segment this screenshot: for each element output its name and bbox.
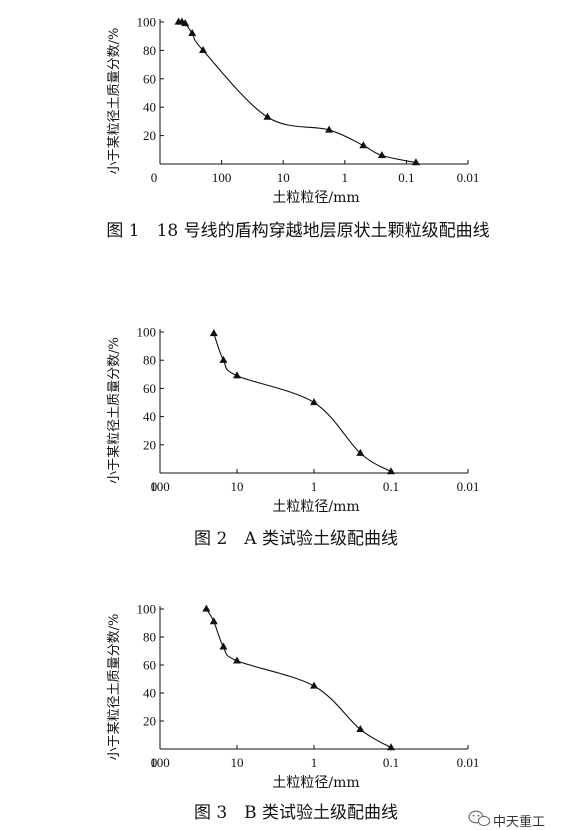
y-tick-label: 60 [143,71,156,86]
watermark-text: 中天重工 [493,814,545,830]
data-point-marker [411,158,420,166]
data-point-marker [356,725,365,733]
y-tick-label: 100 [137,15,157,30]
data-point-marker [209,329,218,337]
watermark: 中天重工 [468,810,545,830]
data-point-marker [377,151,386,159]
data-point-marker [263,112,272,120]
x-axis-label: 土粒粒径/mm [272,190,359,206]
y-axis-label: 小于某粒径土质量分数/% [107,337,122,484]
figure-caption: 图 1 18 号线的盾构穿越地层原状土颗粒级配曲线 [106,221,489,241]
origin-label: 0 [151,170,158,185]
data-point-marker [219,355,228,363]
y-tick-label: 40 [143,686,156,701]
wechat-icon [468,810,491,827]
series-line [178,21,417,164]
data-point-marker [325,125,334,133]
y-tick-label: 20 [143,437,156,452]
data-point-marker [310,681,318,689]
x-tick-label: 0.1 [383,479,399,494]
data-point-marker [233,656,241,664]
y-tick-label: 80 [143,630,156,645]
data-point-marker [356,448,365,456]
data-point-marker [387,467,395,475]
data-point-marker [219,642,228,650]
x-tick-label: 0.1 [383,755,399,770]
data-point-marker [387,743,395,751]
data-point-marker [188,29,197,37]
y-axis-label: 小于某粒径土质量分数/% [107,28,122,175]
y-tick-label: 100 [137,325,157,340]
y-tick-label: 80 [143,43,156,58]
series-line [213,333,392,473]
x-tick-label: 1 [311,479,318,494]
x-tick-label: 100 [150,755,170,770]
x-tick-label: 10 [277,170,290,185]
data-point-marker [199,46,208,54]
data-point-marker [202,604,211,612]
figure-caption: 图 2 A 类试验土级配曲线 [194,529,398,549]
x-tick-label: 0.01 [457,755,480,770]
y-tick-label: 40 [143,409,156,424]
x-axis-label: 土粒粒径/mm [272,499,359,515]
figure-caption: 图 3 B 类试验土级配曲线 [194,803,398,823]
y-tick-label: 80 [143,353,156,368]
x-tick-label: 1 [311,755,318,770]
y-tick-label: 60 [143,381,156,396]
data-point-marker [181,19,190,27]
x-tick-label: 0.1 [398,170,414,185]
x-tick-label: 10 [231,479,244,494]
data-point-marker [233,371,241,379]
y-tick-label: 60 [143,658,156,673]
chart-1: 20 40 60 80 100 0 100 10 1 0.1 0.01 土粒粒径/mm 小于某粒径土质量… [106,15,489,242]
series-line [205,608,392,749]
x-tick-label: 1 [342,170,349,185]
x-tick-label: 0.01 [457,170,480,185]
data-point-marker [209,617,218,625]
y-axis-label: 小于某粒径土质量分数/% [107,614,122,761]
x-tick-label: 0.01 [457,479,480,494]
y-tick-label: 20 [143,714,156,729]
y-tick-label: 40 [143,100,156,115]
origin-label: 0 [151,479,158,494]
data-point-marker [310,398,318,406]
y-tick-label: 20 [143,128,156,143]
data-point-marker [359,141,368,149]
x-tick-label: 10 [231,755,244,770]
x-axis-label: 土粒粒径/mm [272,775,359,791]
x-tick-label: 100 [212,170,232,185]
origin-label: 0 [151,755,158,770]
x-tick-label: 100 [150,479,170,494]
y-tick-label: 100 [137,602,157,617]
